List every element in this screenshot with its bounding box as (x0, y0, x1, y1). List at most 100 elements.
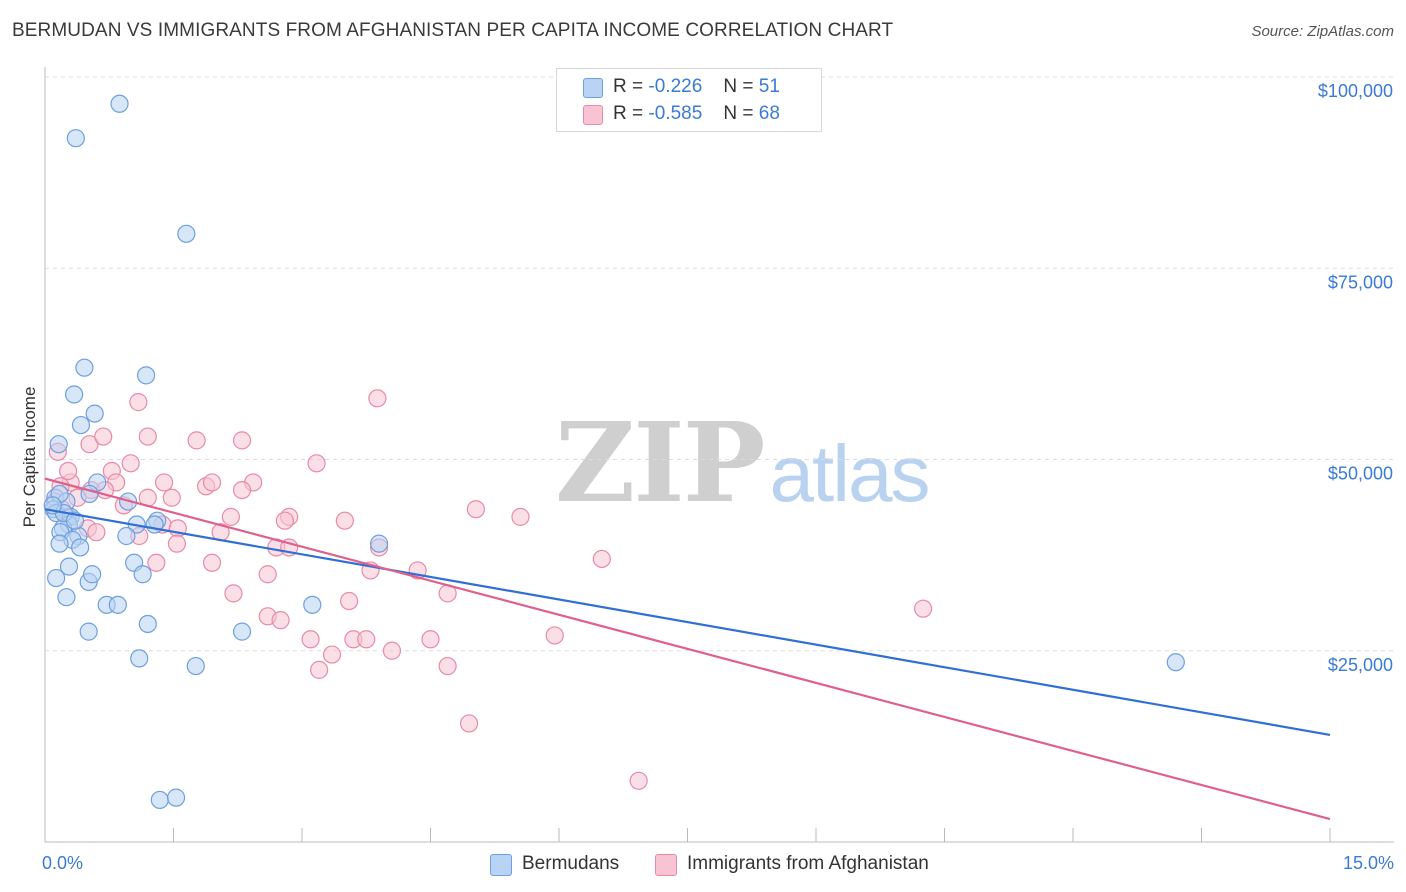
bermudan-point (65, 511, 85, 530)
bermudan-point (1166, 653, 1185, 672)
bermudan-point (65, 385, 84, 404)
bermudan-point (138, 614, 157, 634)
afghanistan-point (202, 473, 222, 492)
x-tick-label: 15.0% (1343, 853, 1394, 873)
bermudan-point (166, 788, 186, 807)
bottom-legend-label: Bermudans (522, 853, 620, 874)
bermudan-point (79, 622, 98, 641)
afghanistan-point (138, 427, 157, 446)
afghanistan-point (592, 549, 611, 569)
bermudan-point (130, 649, 149, 668)
afghanistan-point (232, 481, 252, 500)
bermudan-point (186, 656, 205, 676)
afghanistan-point (310, 660, 329, 679)
bermudan-point (232, 622, 252, 641)
afghanistan-point (221, 507, 240, 526)
y-axis-title: Per Capita Income (20, 387, 39, 528)
bottom-legend-swatch-pink (655, 854, 677, 876)
bottom-legend-label: Immigrants from Afghanistan (687, 853, 929, 874)
bermudan-point (177, 224, 196, 243)
afghanistan-point (275, 511, 294, 530)
afghanistan-point (162, 488, 181, 507)
y-tick-label: $100,000 (1318, 81, 1393, 101)
y-tick-label: $25,000 (1328, 655, 1393, 675)
bermudan-point (117, 526, 136, 546)
correlation-legend: R = -0.226 N = 51 R = -0.585 N = 68 (556, 68, 822, 132)
bermudan-point (66, 129, 85, 148)
bermudan-point (59, 557, 79, 576)
legend-r-label: R = (613, 103, 644, 124)
bermudan-point (57, 588, 76, 607)
afghanistan-point (335, 511, 354, 530)
bermudan-point (71, 415, 91, 435)
afghanistan-point (80, 435, 99, 454)
afghanistan-point (382, 641, 402, 660)
trend-lines (44, 477, 1331, 821)
bermudan-point (75, 358, 94, 377)
bermudan-point (110, 94, 129, 113)
afghanistan-point (459, 714, 479, 733)
bermudan-point (108, 595, 127, 614)
afghanistan-point (167, 534, 187, 553)
legend-n-value: 51 (758, 76, 780, 97)
bermudan-point (370, 534, 389, 553)
bermudan-point (83, 565, 102, 584)
watermark-zip: ZIP (555, 398, 765, 527)
source-label: Source: ZipAtlas.com (1251, 23, 1394, 40)
chart-title: BERMUDAN VS IMMIGRANTS FROM AFGHANISTAN … (12, 20, 894, 41)
bermudan-points (43, 94, 1185, 810)
watermark-atlas: atlas (769, 429, 930, 518)
afghanistan-points (46, 389, 933, 790)
afghanistan-point (94, 427, 113, 446)
bermudan-trend-line (44, 508, 1331, 736)
legend-swatch-pink (583, 105, 603, 125)
axis-labels: $25,000 $50,000 $75,000 $100,000 0.0% 15.0% Pe… (20, 81, 1394, 873)
afghanistan-point (913, 599, 933, 618)
afghanistan-point (340, 591, 359, 611)
y-tick-label: $75,000 (1328, 272, 1393, 292)
x-tick-label: 0.0% (42, 853, 83, 873)
bermudan-point (133, 565, 152, 584)
legend-n-label: N = (723, 103, 754, 124)
legend-r-value: -0.226 (648, 76, 703, 97)
afghanistan-point (129, 393, 148, 412)
bermudan-point (85, 404, 104, 423)
afghanistan-point (629, 771, 648, 790)
afghanistan-point (357, 630, 376, 649)
afghanistan-point (368, 389, 387, 408)
afghanistan-point (232, 431, 252, 450)
bermudan-point (47, 568, 66, 588)
afghanistan-point (87, 523, 106, 542)
bermudan-point (150, 790, 169, 810)
afghanistan-point (322, 645, 342, 664)
bermudan-point (136, 366, 156, 385)
bermudan-point (49, 435, 68, 454)
afghanistan-point (301, 630, 320, 649)
legend-n-value: 68 (758, 103, 780, 124)
afghanistan-point (187, 431, 206, 450)
afghanistan-point (421, 630, 440, 649)
grid-lines (45, 76, 1394, 652)
afghanistan-point (59, 461, 78, 481)
bermudan-point (50, 534, 69, 553)
afghanistan-point (511, 507, 530, 526)
y-tick-label: $50,000 (1328, 464, 1393, 484)
bottom-legend-swatch-blue (490, 854, 512, 876)
afghanistan-point (545, 626, 564, 645)
afghanistan-point (121, 454, 140, 473)
axes (44, 67, 1394, 843)
bermudan-point (303, 595, 322, 614)
afghanistan-point (202, 553, 222, 572)
afghanistan-point (154, 473, 174, 492)
afghanistan-point (438, 656, 457, 676)
bermudan-point (71, 538, 90, 557)
afghanistan-trend-line (44, 477, 1331, 821)
legend-r-value: -0.585 (648, 103, 703, 124)
watermark: ZIPatlas (555, 398, 930, 527)
afghanistan-point (258, 565, 277, 584)
afghanistan-point (271, 611, 290, 630)
afghanistan-point (466, 500, 486, 519)
afghanistan-point (224, 584, 243, 603)
afghanistan-point (147, 553, 166, 572)
